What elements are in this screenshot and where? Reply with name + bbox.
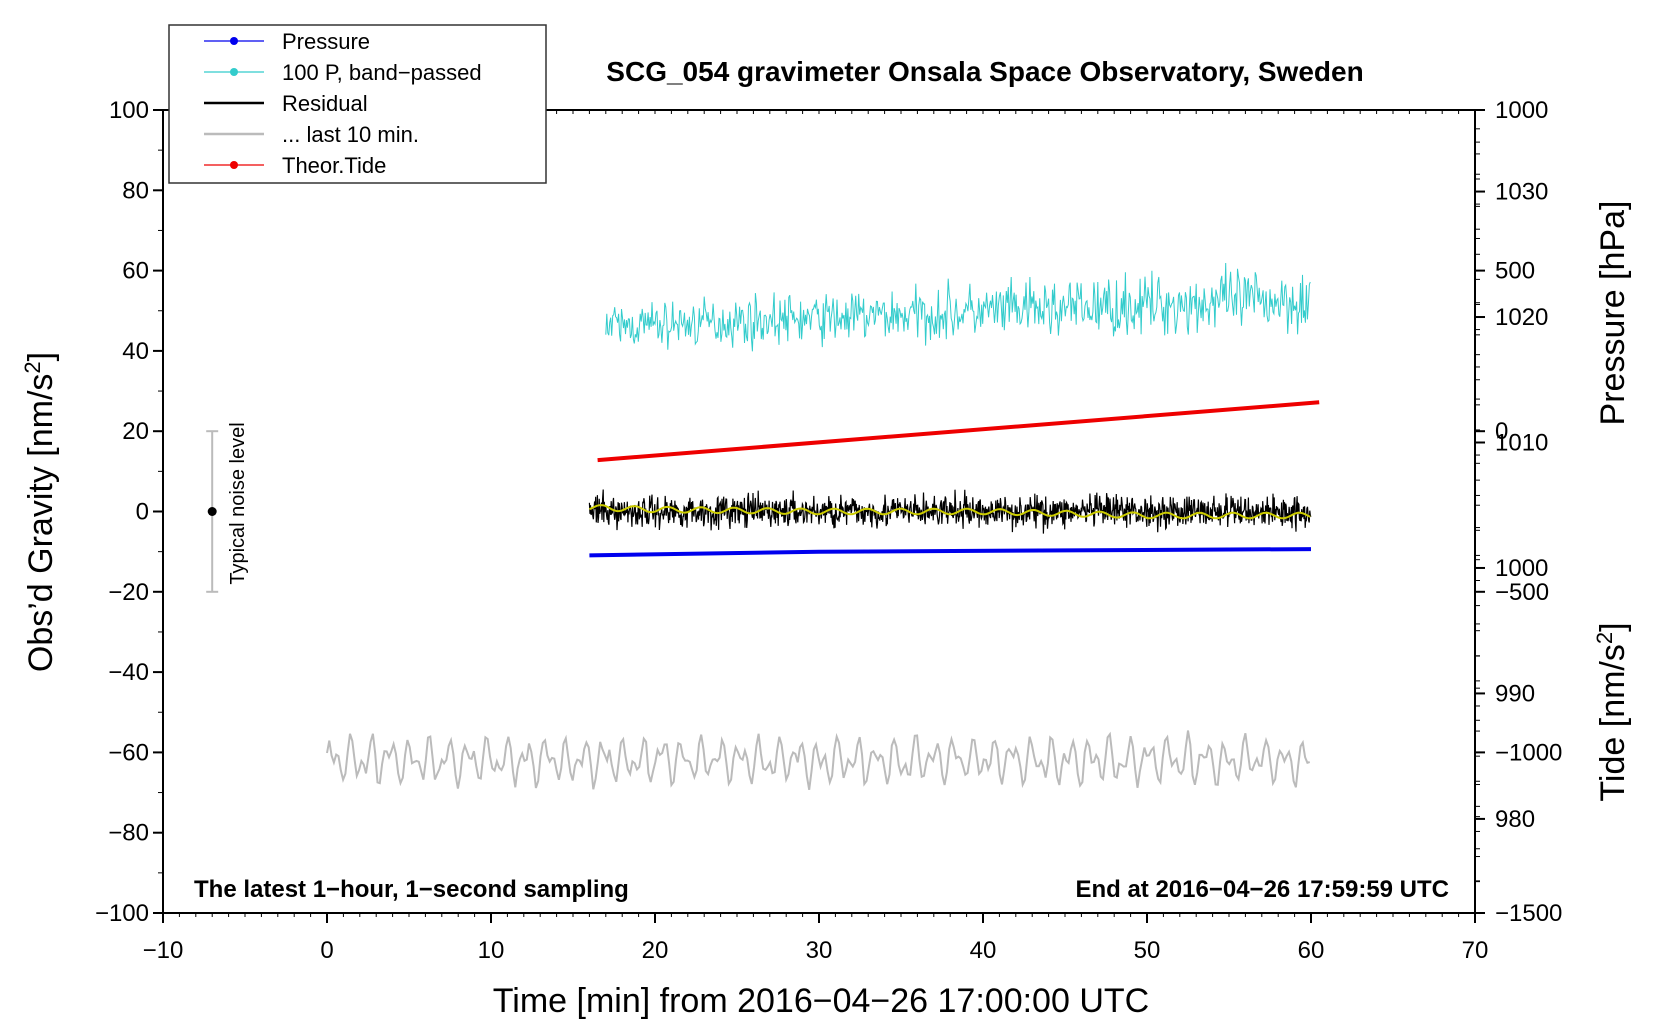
legend-label: ... last 10 min. bbox=[282, 122, 419, 147]
y-axis-label-left: Obs’d Gravity [nm/s2] bbox=[20, 352, 60, 672]
x-tick-label: 20 bbox=[642, 937, 669, 964]
tide-tick-label: 500 bbox=[1495, 258, 1535, 285]
tide-tick-label: 0 bbox=[1495, 418, 1508, 445]
y-axis-label-pressure: Pressure [hPa] bbox=[1594, 201, 1632, 426]
y-tick-label: −100 bbox=[95, 900, 149, 927]
series-layer bbox=[326, 262, 1320, 790]
legend: Pressure 100 P, band−passed Residual ... la… bbox=[168, 24, 547, 184]
x-tick-label: 70 bbox=[1462, 937, 1489, 964]
chart-title: SCG_054 gravimeter Onsala Space Observat… bbox=[606, 56, 1363, 87]
y-tick-label: 0 bbox=[136, 499, 149, 526]
series-theoretical-tide bbox=[597, 400, 1320, 463]
x-tick-label: 40 bbox=[970, 937, 997, 964]
x-tick-label: 50 bbox=[1134, 937, 1161, 964]
pressure-tick-label: 980 bbox=[1495, 806, 1535, 833]
y-tick-label: 80 bbox=[122, 177, 149, 204]
noise-center-dot bbox=[207, 507, 217, 516]
y-tick-label: 40 bbox=[122, 338, 149, 365]
bottom-left-annotation: The latest 1−hour, 1−second sampling bbox=[194, 876, 629, 903]
x-tick-label: 30 bbox=[806, 937, 833, 964]
pressure-tick-label: 1020 bbox=[1495, 304, 1548, 331]
noise-label: Typical noise level bbox=[227, 422, 249, 584]
pressure-tick-label: 1030 bbox=[1495, 179, 1548, 206]
legend-marker bbox=[230, 68, 238, 76]
legend-label: Residual bbox=[282, 91, 368, 116]
pressure-tick-label: 1000 bbox=[1495, 555, 1548, 582]
x-axis-label: Time [min] from 2016−04−26 17:00:00 UTC bbox=[493, 982, 1149, 1020]
pressure-tick-label: 990 bbox=[1495, 680, 1535, 707]
series-residual-smoothed bbox=[588, 504, 1311, 520]
y-tick-label: 100 bbox=[109, 97, 149, 124]
x-tick-label: 60 bbox=[1298, 937, 1325, 964]
axis-ticks: −10 0 10 20 30 40 50 60 70−100−80−60−40−20020406… bbox=[95, 97, 1562, 964]
series-pressure bbox=[589, 547, 1312, 558]
y-tick-label: −20 bbox=[108, 579, 149, 606]
x-tick-label: 0 bbox=[320, 937, 333, 964]
y-tick-label: 20 bbox=[122, 418, 149, 445]
tide-tick-label: −1500 bbox=[1495, 900, 1562, 927]
y-tick-label: −80 bbox=[108, 820, 149, 847]
y-tick-label: 60 bbox=[122, 258, 149, 285]
y-tick-label: −40 bbox=[108, 659, 149, 686]
bottom-right-annotation: End at 2016−04−26 17:59:59 UTC bbox=[1075, 876, 1449, 903]
legend-label: Theor.Tide bbox=[282, 153, 386, 178]
legend-label: Pressure bbox=[282, 29, 370, 54]
legend-label: 100 P, band−passed bbox=[282, 60, 482, 85]
noise-level-indicator: Typical noise level bbox=[206, 422, 249, 593]
tide-tick-label: −500 bbox=[1495, 579, 1549, 606]
series-band-passed bbox=[605, 262, 1311, 352]
tide-tick-label: 1000 bbox=[1495, 97, 1548, 124]
series-last-10-min bbox=[326, 730, 1311, 790]
y-axis-label-tide: Tide [nm/s2] bbox=[1592, 622, 1632, 801]
x-tick-label: 10 bbox=[478, 937, 505, 964]
x-tick-label: −10 bbox=[143, 937, 184, 964]
pressure-tick-label: 1010 bbox=[1495, 429, 1548, 456]
tide-tick-label: −1000 bbox=[1495, 739, 1562, 766]
legend-marker bbox=[230, 37, 238, 45]
legend-marker bbox=[230, 161, 238, 169]
y-tick-label: −60 bbox=[108, 739, 149, 766]
